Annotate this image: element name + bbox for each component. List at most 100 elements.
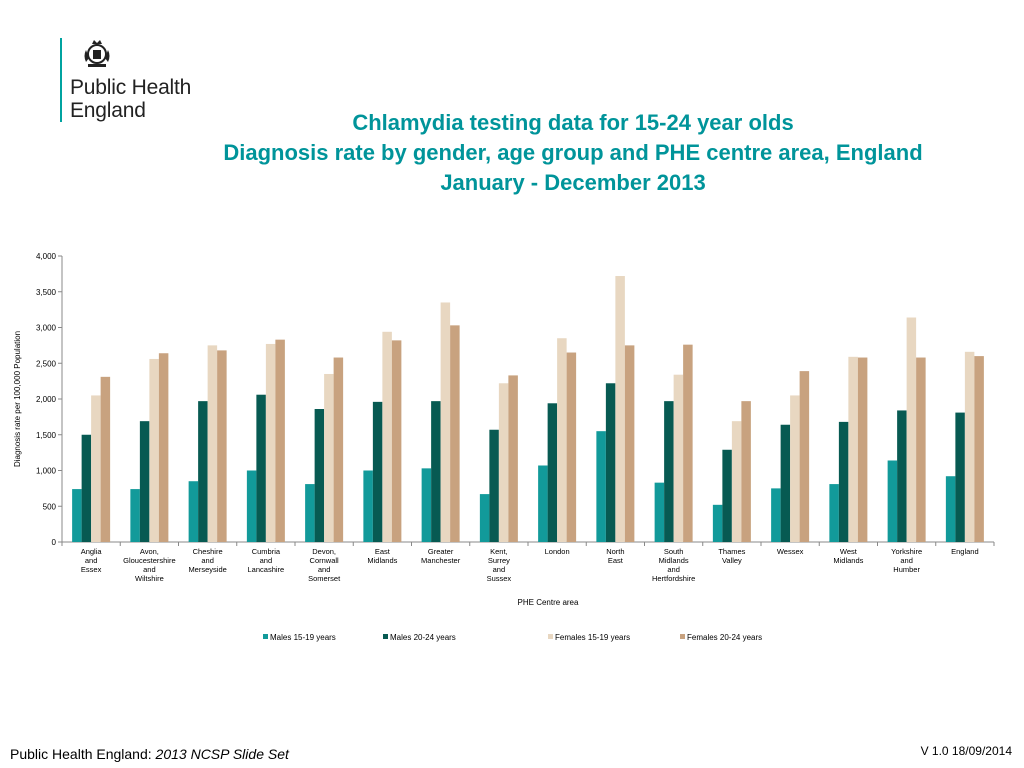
bar <box>382 331 392 542</box>
x-tick-label: and <box>318 565 331 574</box>
bar <box>964 351 975 542</box>
bar <box>829 484 839 542</box>
bar <box>722 449 732 542</box>
x-tick-label: West <box>840 547 858 556</box>
y-tick-label: 3,500 <box>36 288 57 297</box>
phe-logo: Public Health England <box>60 36 220 126</box>
bar <box>557 338 567 542</box>
bar <box>256 394 266 542</box>
x-tick-label: Wiltshire <box>135 574 164 583</box>
title-line-2: Diagnosis rate by gender, age group and … <box>223 140 923 165</box>
x-tick-label: Manchester <box>421 556 461 565</box>
x-tick-label: Somerset <box>308 574 341 583</box>
x-tick-label: London <box>545 547 570 556</box>
bar <box>72 489 82 542</box>
bar <box>848 356 858 542</box>
chart-title: Chlamydia testing data for 15-24 year ol… <box>150 108 996 198</box>
x-tick-label: and <box>85 556 98 565</box>
x-tick-label: Thames <box>718 547 745 556</box>
x-tick-label: Anglia <box>81 547 103 556</box>
x-tick-label: and <box>667 565 680 574</box>
bar <box>906 317 917 542</box>
bar <box>615 276 625 542</box>
bar <box>955 412 965 542</box>
bar <box>945 476 956 542</box>
legend-swatch <box>548 634 553 639</box>
x-tick-label: Hertfordshire <box>652 574 695 583</box>
bar <box>391 340 402 542</box>
y-tick-label: 500 <box>43 502 57 511</box>
footer-slideset: 2013 NCSP Slide Set <box>155 746 289 762</box>
legend-swatch <box>263 634 268 639</box>
x-tick-label: Merseyside <box>188 565 226 574</box>
bar <box>538 465 548 542</box>
bar <box>324 373 334 542</box>
y-tick-label: 2,000 <box>36 395 57 404</box>
bar <box>198 401 208 542</box>
bar <box>887 460 898 542</box>
x-tick-label: Gloucestershire <box>123 556 176 565</box>
bar <box>566 352 577 542</box>
footer-org: Public Health England: <box>10 746 152 762</box>
y-tick-label: 3,000 <box>36 324 57 333</box>
footer-source: Public Health England: 2013 NCSP Slide S… <box>10 746 289 762</box>
x-tick-label: Cornwall <box>310 556 340 565</box>
x-tick-label: North <box>606 547 624 556</box>
x-tick-label: Midlands <box>659 556 689 565</box>
bar <box>431 401 441 542</box>
bar <box>363 470 373 542</box>
y-axis-label: Diagnosis rate per 100,000 Population <box>13 331 22 467</box>
bar <box>780 424 791 542</box>
x-tick-label: England <box>951 547 979 556</box>
bar <box>799 371 810 542</box>
y-tick-label: 2,500 <box>36 359 57 368</box>
royal-crest-icon <box>84 40 110 67</box>
bar <box>489 429 499 542</box>
y-tick-label: 0 <box>52 538 57 547</box>
x-tick-label: Yorkshire <box>891 547 922 556</box>
x-tick-label: and <box>201 556 214 565</box>
bar <box>139 421 150 542</box>
bar <box>372 401 383 542</box>
bar <box>624 345 635 542</box>
x-tick-label: and <box>493 565 506 574</box>
x-tick-label: Humber <box>893 565 920 574</box>
x-tick-label: Valley <box>722 556 742 565</box>
bar <box>790 395 800 542</box>
bar <box>246 470 257 542</box>
bar <box>188 481 199 542</box>
y-tick-label: 1,000 <box>36 467 57 476</box>
bar <box>712 504 723 542</box>
x-tick-label: and <box>143 565 156 574</box>
x-tick-label: Cheshire <box>193 547 223 556</box>
x-tick-label: East <box>608 556 624 565</box>
bar <box>440 302 451 542</box>
bar <box>857 357 868 542</box>
bar <box>421 468 432 542</box>
title-line-1: Chlamydia testing data for 15-24 year ol… <box>352 110 794 135</box>
bar <box>305 484 315 542</box>
bar <box>479 494 490 542</box>
x-tick-label: and <box>260 556 273 565</box>
x-tick-label: South <box>664 547 684 556</box>
bar <box>314 409 325 542</box>
bar <box>498 383 509 542</box>
legend-swatch <box>680 634 685 639</box>
bar <box>673 374 684 542</box>
bar <box>838 421 849 542</box>
x-tick-label: Sussex <box>487 574 512 583</box>
bar <box>100 376 111 542</box>
x-tick-label: Kent, <box>490 547 508 556</box>
bar <box>275 339 285 542</box>
x-tick-label: and <box>900 556 913 565</box>
bar <box>333 357 344 542</box>
bar <box>683 344 693 542</box>
footer-version: V 1.0 18/09/2014 <box>920 744 1012 758</box>
x-tick-label: Surrey <box>488 556 510 565</box>
bar <box>81 434 92 542</box>
x-tick-label: Cumbria <box>252 547 281 556</box>
logo-accent-bar <box>60 38 62 122</box>
bar <box>130 489 140 542</box>
x-tick-label: Greater <box>428 547 454 556</box>
